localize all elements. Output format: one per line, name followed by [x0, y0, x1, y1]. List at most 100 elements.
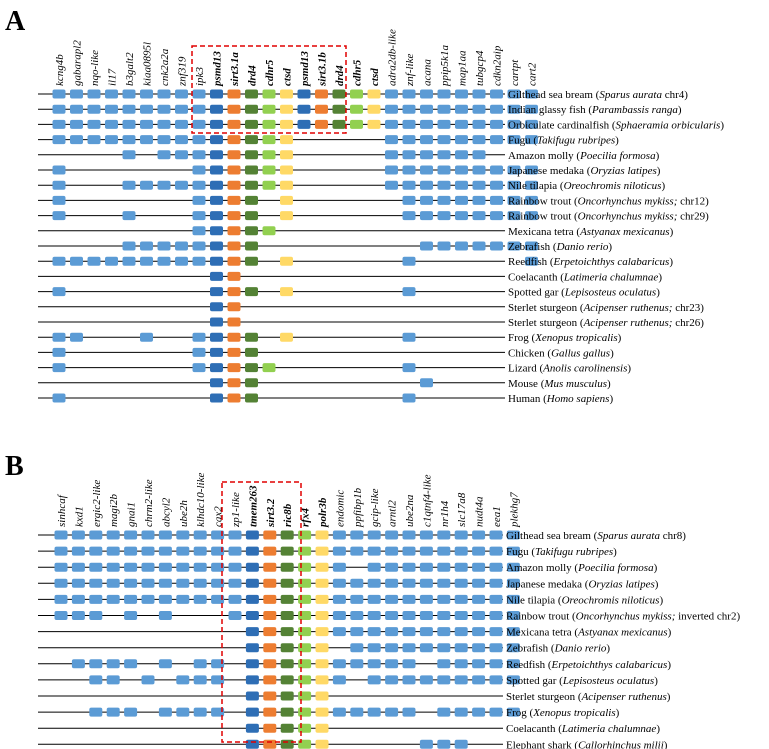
species-common-name: Japanese medaka ( [508, 165, 591, 177]
species-common-name: Gilthead sea bream ( [508, 89, 600, 101]
gene-block [245, 332, 258, 342]
species-latin-name: Takifugu rubripes [535, 546, 613, 558]
gene-block [262, 89, 276, 99]
species-label: Zebrafish (Danio rerio) [508, 241, 612, 253]
gene-block [385, 562, 399, 572]
gene-block [490, 165, 503, 175]
gene-block [175, 119, 188, 129]
gene-block [472, 241, 486, 251]
gene-block [140, 332, 153, 342]
gene-block [89, 675, 103, 685]
gene-block [158, 562, 172, 572]
gene-block [525, 211, 538, 221]
gene-block [298, 627, 312, 637]
gene-block [210, 119, 223, 129]
gene-block [454, 611, 468, 620]
gene-block [437, 211, 451, 221]
gene-block [437, 659, 451, 669]
species-label: Mouse (Mus musculus) [508, 378, 611, 390]
gene-block [298, 659, 312, 669]
gene-block [70, 89, 83, 99]
gene-label: ctsd [369, 68, 381, 86]
gene-block [506, 594, 520, 604]
gene-block [227, 150, 241, 160]
species-label: Sterlet sturgeon (Acipenser ruthenus; ch… [508, 302, 704, 314]
gene-block [315, 562, 329, 572]
gene-block [262, 150, 276, 160]
gene-block [472, 659, 486, 669]
species-label: Amazon molly (Poecilia formosa) [506, 562, 658, 574]
species-latin-name: Oreochromis niloticus [564, 180, 662, 192]
gene-block [367, 578, 381, 588]
gene-block [332, 546, 346, 556]
gene-block [385, 104, 398, 114]
gene-block [245, 611, 259, 620]
gene-block [157, 89, 171, 99]
gene-block [176, 562, 190, 572]
gene-label: cax2 [213, 506, 225, 527]
gene-block [71, 546, 85, 556]
gene-block [175, 256, 188, 266]
species-latin-name: Poecilia formosa [577, 562, 654, 574]
gene-block [124, 594, 138, 604]
gene-block [315, 546, 329, 556]
highlight-box [191, 45, 347, 134]
gene-block [70, 135, 83, 145]
gene-block [106, 562, 120, 572]
gene-block [455, 195, 468, 205]
gene-block [227, 180, 241, 190]
gene-label: kiaa0895l [142, 42, 154, 86]
gene-block [298, 691, 312, 701]
gene-block [157, 180, 171, 190]
gene-block [506, 675, 520, 685]
gene-block [402, 393, 416, 403]
gene-label: cnk2a2a [159, 48, 171, 86]
gene-block [489, 578, 503, 588]
gene-label: cdhr5 [352, 59, 364, 86]
gene-block [52, 180, 66, 190]
gene-block [52, 393, 66, 403]
gene-block [245, 135, 258, 145]
species-label: Reedfish (Erpetoichthys calabaricus) [508, 256, 673, 268]
gene-block [367, 530, 381, 540]
species-common-name: Mexicana tetra ( [506, 627, 578, 639]
gene-block [525, 104, 538, 114]
gene-block [245, 723, 259, 733]
gene-block [454, 562, 468, 572]
gene-block [263, 675, 277, 685]
gene-block [106, 546, 120, 556]
gene-block [280, 739, 294, 749]
chromosome-suffix: chr8 [660, 530, 683, 542]
gene-block [367, 611, 381, 620]
gene-block [245, 347, 258, 357]
gene-block [506, 578, 520, 588]
species-latin-name: Acipenser ruthenus; [583, 317, 673, 329]
gene-block [105, 104, 118, 114]
gene-block [419, 643, 433, 653]
gene-block [192, 195, 206, 205]
gene-label: cdhr5 [264, 59, 276, 86]
gene-block [332, 707, 346, 717]
gene-label: klhdc10-like [195, 473, 207, 527]
species-label: Zebrafish (Danio rerio) [506, 643, 610, 655]
gene-block [419, 611, 433, 620]
gene-block [158, 594, 172, 604]
gene-block [298, 643, 312, 653]
gene-block [124, 562, 138, 572]
gene-block [280, 691, 294, 701]
gene-block [122, 104, 136, 114]
gene-block [106, 707, 120, 717]
gene-block [419, 562, 433, 572]
gene-block [54, 594, 68, 604]
species-common-name: Lizard ( [508, 363, 543, 375]
gene-block [298, 707, 312, 717]
gene-block [263, 739, 277, 749]
gene-block [454, 546, 468, 556]
gene-block [227, 241, 241, 251]
gene-label: sirt3.1a [229, 52, 241, 87]
gene-block [52, 89, 66, 99]
gene-block [419, 675, 433, 685]
gene-block [525, 195, 538, 205]
species-common-name: Reedfish ( [508, 256, 554, 268]
